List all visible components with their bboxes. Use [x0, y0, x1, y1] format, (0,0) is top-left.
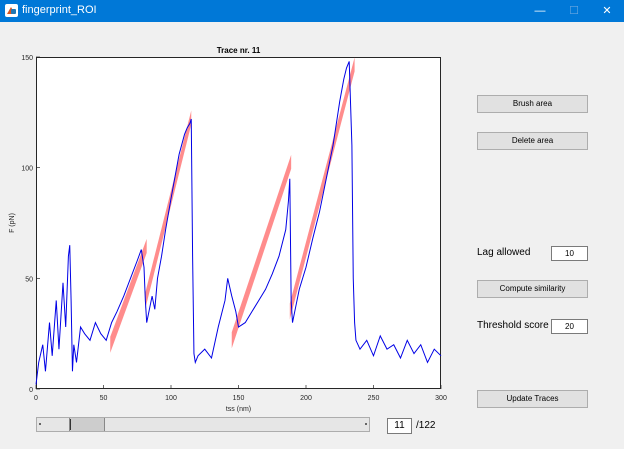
update-traces-button[interactable]: Update Traces [477, 390, 588, 408]
window-title: fingerprint_ROI [22, 4, 97, 16]
lag-allowed-label: Lag allowed [477, 247, 531, 258]
trace-slider[interactable] [36, 417, 370, 432]
compute-similarity-button[interactable]: Compute similarity [477, 280, 588, 298]
y-tick-label-2: 100 [21, 166, 33, 173]
title-bar: fingerprint_ROI — ☐ ✕ [0, 0, 624, 22]
y-tick-label-1: 50 [25, 276, 33, 283]
chart-title: Trace nr. 11 [217, 46, 261, 55]
x-tick-label-6: 300 [435, 395, 447, 402]
x-tick-label-5: 250 [368, 395, 380, 402]
x-tick-label-4: 200 [300, 395, 312, 402]
threshold-score-label: Threshold score [477, 320, 549, 331]
lag-allowed-field[interactable]: 10 [551, 246, 588, 261]
slider-thumb[interactable] [69, 418, 105, 431]
brushed-region-1 [110, 238, 147, 353]
trace-total-label: /122 [416, 420, 436, 431]
minimize-button[interactable]: — [534, 5, 546, 17]
plot-area[interactable] [36, 57, 441, 389]
matlab-app-icon [5, 4, 18, 17]
x-tick-label-3: 150 [233, 395, 245, 402]
x-tick-label-0: 0 [34, 395, 38, 402]
close-button[interactable]: ✕ [602, 5, 612, 17]
y-tick-label-0: 0 [29, 387, 33, 394]
x-tick-label-1: 50 [100, 395, 108, 402]
slider-thumb-grip [70, 419, 71, 430]
slider-right-arrow[interactable] [365, 423, 367, 425]
trace-index-field[interactable]: 11 [387, 418, 412, 434]
brushed-region-4 [289, 57, 355, 320]
maximize-button[interactable]: ☐ [569, 5, 579, 17]
x-tick-label-2: 100 [165, 395, 177, 402]
brushed-region-2 [145, 110, 192, 309]
brush-area-button[interactable]: Brush area [477, 95, 588, 113]
x-axis-label: tss (nm) [226, 406, 251, 413]
trace-line-1 [35, 61, 442, 385]
brushed-region-3 [231, 154, 292, 349]
delete-area-button[interactable]: Delete area [477, 132, 588, 150]
y-tick-label-3: 150 [21, 55, 33, 62]
slider-left-arrow[interactable] [39, 423, 41, 425]
y-axis-label: F (pN) [9, 213, 16, 233]
threshold-score-field[interactable]: 20 [551, 319, 588, 334]
